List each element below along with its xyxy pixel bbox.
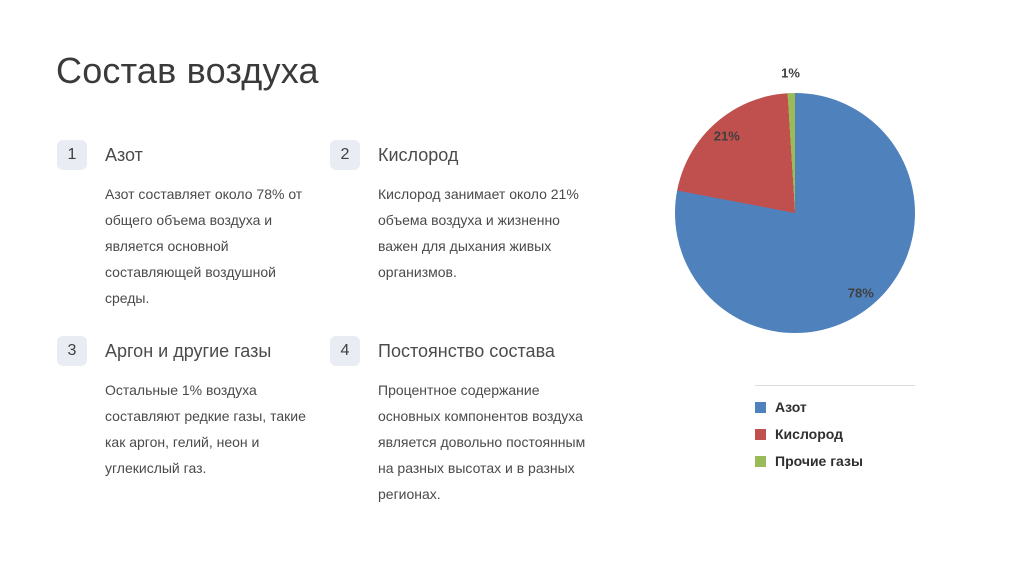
legend-swatch [755,455,766,467]
legend-swatch [755,428,766,440]
legend-item: Прочие газы [755,453,915,469]
legend-swatch [755,401,766,413]
legend-item: Кислород [755,426,915,442]
pie-data-label: 1% [781,65,800,81]
item-heading: Азот [105,144,143,165]
item-argon-other-gases: 3 Аргон и другие газы Остальные 1% возду… [57,336,306,481]
pie-data-label: 21% [713,128,740,144]
item-head: 2 Кислород [330,140,560,170]
legend-item: Азот [755,399,915,415]
legend-label: Кислород [775,426,844,442]
item-body: Процентное содержание основных компонент… [378,382,586,502]
item-heading: Кислород [378,144,459,165]
item-heading: Постоянство состава [378,340,555,361]
item-body: Остальные 1% воздуха составляют редкие г… [105,382,306,476]
item-number-badge: 3 [57,336,87,366]
item-heading: Аргон и другие газы [105,340,272,361]
legend-label: Прочие газы [775,453,863,469]
chart-legend: Азот Кислород Прочие газы [755,385,915,480]
item-oxygen: 2 Кислород Кислород занимает около 21% о… [330,140,579,285]
item-head: 1 Азот [57,140,287,170]
pie-chart: 78% 21% 1% Азот Кислород Прочие газы [655,63,955,503]
legend-label: Азот [775,399,807,415]
item-number-badge: 1 [57,140,87,170]
item-head: 4 Постоянство состава [330,336,560,366]
item-number-badge: 2 [330,140,360,170]
item-nitrogen: 1 Азот Азот составляет около 78% от обще… [57,140,302,311]
page-title: Состав воздуха [56,50,319,91]
item-body: Кислород занимает около 21% объема возду… [378,186,579,280]
item-number-badge: 4 [330,336,360,366]
pie-area: 78% 21% 1% [675,65,915,333]
item-head: 3 Аргон и другие газы [57,336,287,366]
item-constancy: 4 Постоянство состава Процентное содержа… [330,336,585,507]
item-body: Азот составляет около 78% от общего объе… [105,186,303,306]
pie [675,93,915,333]
pie-data-label: 78% [847,285,874,301]
